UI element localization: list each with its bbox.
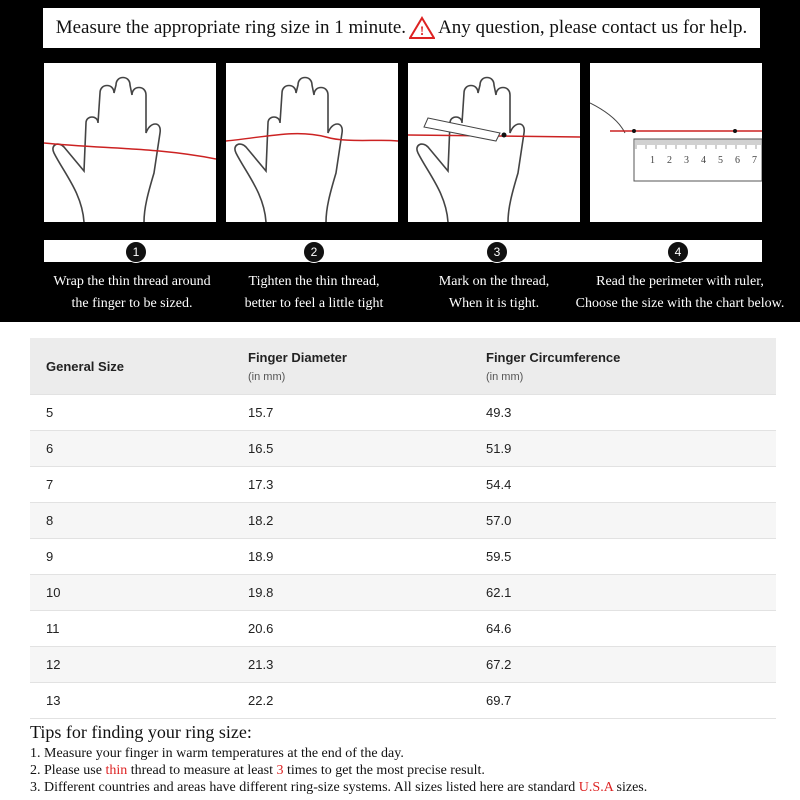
- table-cell: 64.6: [486, 610, 776, 647]
- step-image: [225, 63, 399, 222]
- table-cell: 57.0: [486, 502, 776, 539]
- header-cell: Finger Circumference (in mm): [486, 338, 776, 395]
- table-cell: 67.2: [486, 646, 776, 683]
- ruler-label: 6: [735, 155, 740, 166]
- table-cell: 13: [30, 682, 248, 719]
- caption-line: the finger to be sized.: [71, 296, 193, 311]
- caption-line: Mark on the thread,: [438, 274, 550, 289]
- caption-line: When it is tight.: [448, 296, 540, 311]
- tips-title: Tips for finding your ring size:: [30, 722, 252, 742]
- header-cell: Finger Diameter (in mm): [248, 338, 486, 395]
- table-cell: 49.3: [486, 394, 776, 431]
- instructions: Measure the appropriate ring size in 1 m…: [0, 0, 800, 322]
- size-table: General Size Finger Diameter (in mm) Finger…: [30, 338, 776, 719]
- tip-highlight: U.S.A: [578, 780, 614, 795]
- header-title: Finger Circumference: [486, 349, 621, 365]
- title-banner: Measure the appropriate ring size in 1 m…: [43, 8, 760, 48]
- ruler-label: 3: [684, 155, 689, 166]
- step-caption: Tighten the thin thread, better to feel a…: [209, 271, 419, 315]
- step-number: 3: [486, 241, 508, 263]
- table-cell: 16.5: [248, 430, 486, 467]
- caption-line: Tighten the thin thread,: [248, 274, 380, 289]
- table-cell: 51.9: [486, 430, 776, 467]
- table-cell: 17.3: [248, 466, 486, 503]
- table-row: 12 21.3 67.2: [30, 646, 776, 683]
- tip-text: times to get the most precise result.: [283, 763, 485, 778]
- header-title: General Size: [46, 358, 125, 374]
- tip-highlight: thin: [105, 763, 128, 778]
- tip-text: 2. Please use: [30, 763, 106, 778]
- step-image: 1 2 3 4 5 6 7: [589, 63, 763, 222]
- step-number: 1: [125, 241, 147, 263]
- caption-line: Wrap the thin thread around: [53, 274, 211, 289]
- table-row: 6 16.5 51.9: [30, 430, 776, 467]
- table-cell: 18.2: [248, 502, 486, 539]
- step-caption: Wrap the thin thread around the finger to…: [27, 271, 237, 315]
- table-cell: 9: [30, 538, 248, 575]
- table-cell: 54.4: [486, 466, 776, 503]
- warning-mark: !: [420, 23, 424, 38]
- tip-text: sizes.: [613, 780, 648, 795]
- tip-line: 3. Different countries and areas have di…: [30, 779, 647, 796]
- table-cell: 69.7: [486, 682, 776, 719]
- caption-line: Read the perimeter with ruler,: [596, 274, 764, 289]
- table-cell: 11: [30, 610, 248, 647]
- table-cell: 15.7: [248, 394, 486, 431]
- table-cell: 6: [30, 430, 248, 467]
- table-row: 10 19.8 62.1: [30, 574, 776, 611]
- tip-line: 1. Measure your finger in warm temperatu…: [30, 745, 647, 762]
- table-cell: 12: [30, 646, 248, 683]
- header-unit: (in mm): [248, 370, 286, 383]
- header-title: Finger Diameter: [248, 349, 347, 365]
- tip-text: 3. Different countries and areas have di…: [30, 780, 579, 795]
- step-caption: Mark on the thread, When it is tight.: [389, 271, 599, 315]
- title-text: Any question, please contact us for help…: [438, 17, 748, 38]
- tips: Tips for finding your ring size: 1. Measu…: [30, 722, 647, 796]
- ruler-label: 1: [650, 155, 655, 166]
- table-row: 5 15.7 49.3: [30, 394, 776, 431]
- tip-text: thread to measure at least: [127, 763, 277, 778]
- table-cell: 18.9: [248, 538, 486, 575]
- table-row: 11 20.6 64.6: [30, 610, 776, 647]
- table-row: 8 18.2 57.0: [30, 502, 776, 539]
- step-caption: Read the perimeter with ruler, Choose the…: [575, 271, 785, 315]
- table-row: 9 18.9 59.5: [30, 538, 776, 575]
- title-text: Measure the appropriate ring size in 1 m…: [55, 17, 407, 38]
- step-image: [407, 63, 581, 222]
- table-cell: 8: [30, 502, 248, 539]
- caption-line: Choose the size with the chart below.: [575, 296, 785, 311]
- table-cell: 7: [30, 466, 248, 503]
- ruler-label: 4: [701, 155, 706, 166]
- ruler-label: 2: [667, 155, 672, 166]
- table-row: 13 22.2 69.7: [30, 682, 776, 719]
- table-row: 7 17.3 54.4: [30, 466, 776, 503]
- ruler-label: 7: [752, 155, 757, 166]
- header-cell: General Size: [30, 338, 248, 395]
- tip-highlight: 3: [276, 763, 284, 778]
- step-number: 4: [667, 241, 689, 263]
- table-cell: 10: [30, 574, 248, 611]
- step-number: 2: [303, 241, 325, 263]
- table-cell: 59.5: [486, 538, 776, 575]
- header-unit: (in mm): [486, 370, 524, 383]
- step-image: [43, 63, 217, 222]
- table-cell: 62.1: [486, 574, 776, 611]
- table-cell: 5: [30, 394, 248, 431]
- ruler-label: 5: [718, 155, 723, 166]
- table-cell: 22.2: [248, 682, 486, 719]
- table-cell: 20.6: [248, 610, 486, 647]
- warning-icon: !: [409, 16, 436, 39]
- tip-line: 2. Please use thin thread to measure at …: [30, 762, 647, 779]
- caption-line: better to feel a little tight: [244, 296, 384, 311]
- table-cell: 19.8: [248, 574, 486, 611]
- tip-text: 1. Measure your finger in warm temperatu…: [30, 746, 404, 761]
- header-row: General Size Finger Diameter (in mm) Finger…: [30, 338, 776, 395]
- step-bar: [44, 240, 762, 262]
- table-cell: 21.3: [248, 646, 486, 683]
